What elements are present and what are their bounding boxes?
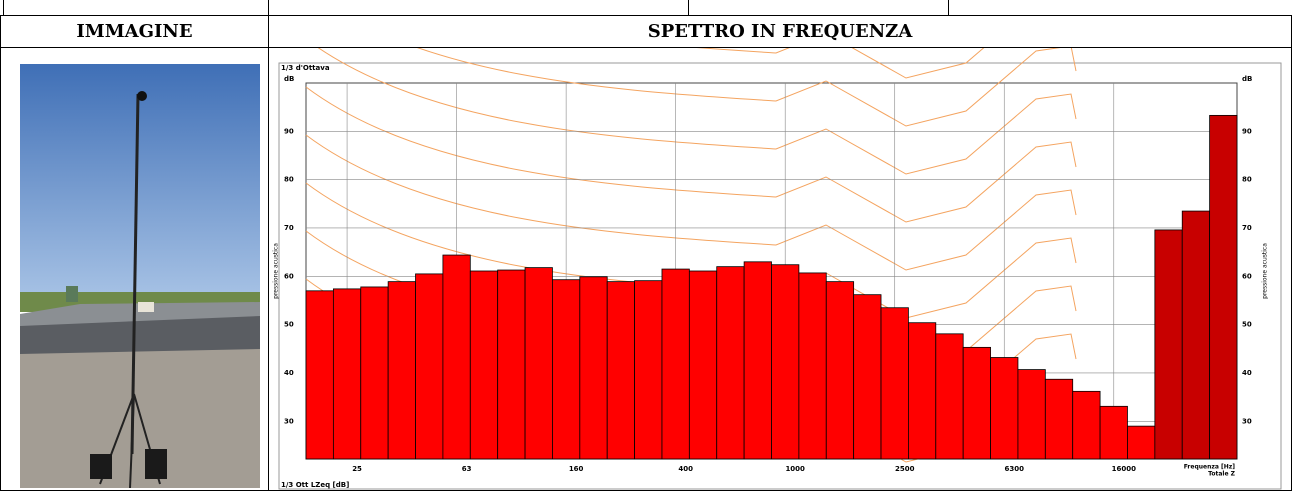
top-cell: [688, 0, 949, 16]
header-cell: IMMAGINE: [0, 15, 269, 48]
y-tick-label: 80: [284, 176, 294, 184]
bar: [880, 307, 909, 460]
y-tick-label: 70: [284, 224, 294, 232]
totals-label: Totale Z: [1208, 471, 1236, 478]
bar: [798, 272, 827, 460]
photo: [20, 64, 260, 488]
header-cell: SPETTRO IN FREQUENZA: [268, 15, 1292, 48]
loudness-contour: [305, 86, 1077, 223]
loudness-contour: [416, 48, 1077, 127]
loudness-contour: [317, 48, 1077, 175]
x-tick-label: 1000: [785, 465, 805, 473]
x-axis-label: Frequenza [Hz]: [1184, 464, 1236, 471]
bar: [1017, 369, 1046, 460]
y-tick-label: 60: [284, 272, 294, 280]
bar: [387, 281, 416, 460]
y2-tick-label: 80: [1242, 176, 1252, 184]
y-tick-label: 30: [284, 417, 294, 425]
bar: [935, 333, 964, 460]
x-tick-label: 160: [569, 465, 584, 473]
y-tick-label: 50: [284, 321, 294, 329]
bar: [771, 264, 800, 460]
bar: [825, 281, 855, 460]
header-text: IMMAGINE: [76, 21, 193, 42]
bar: [606, 281, 635, 460]
bar: [853, 294, 882, 460]
bar: [743, 261, 772, 460]
bar: [1099, 405, 1128, 460]
bar: [688, 270, 718, 460]
y-tick-label: 90: [284, 127, 294, 135]
top-cell: [268, 0, 689, 16]
y2-tick-label: 70: [1242, 224, 1252, 232]
y2-tick-label: 40: [1242, 369, 1252, 377]
bar: [1209, 114, 1238, 460]
x-tick-label: 63: [462, 465, 472, 473]
bar: [1127, 425, 1156, 460]
bar: [497, 269, 526, 460]
y-unit: dB: [284, 75, 294, 83]
top-cell: [948, 0, 1292, 16]
x-tick-label: 6300: [1005, 465, 1025, 473]
x-tick-label: 16000: [1112, 465, 1136, 473]
bar: [1181, 210, 1211, 460]
loudness-contour: [305, 134, 1077, 271]
bar: [908, 322, 937, 460]
bar: [360, 286, 389, 460]
bar: [305, 290, 334, 460]
bar: [1154, 229, 1183, 460]
bar: [1044, 378, 1074, 460]
top-cell: [3, 0, 269, 16]
bar: [1072, 390, 1101, 460]
x-tick-label: 2500: [895, 465, 915, 473]
chart: 1/3 d'Ottava 1/3 Ott LZeq [dB] 30 30 40 40 5…: [273, 48, 1282, 490]
bottom-left-label: 1/3 Ott LZeq [dB]: [281, 481, 349, 489]
y2-unit: dB: [1242, 75, 1252, 83]
bar: [716, 266, 745, 460]
top-left-label: 1/3 d'Ottava: [281, 64, 330, 72]
x-tick-label: 400: [678, 465, 693, 473]
y2-axis-label: pressione acustica: [1262, 243, 1269, 299]
chart-cell: 1/3 d'Ottava 1/3 Ott LZeq [dB] 30 30 40 40 5…: [268, 47, 1292, 491]
bar: [962, 346, 991, 460]
y2-tick-label: 50: [1242, 321, 1252, 329]
image-cell: [0, 47, 269, 491]
bar: [332, 288, 362, 460]
bar: [524, 267, 553, 460]
y-axis-label: pressione acustica: [273, 243, 280, 299]
header-text: SPETTRO IN FREQUENZA: [647, 21, 913, 42]
bar: [990, 357, 1019, 460]
x-tick-label: 25: [352, 465, 362, 473]
y-tick-label: 40: [284, 369, 294, 377]
bar: [661, 268, 690, 460]
y2-tick-label: 90: [1242, 127, 1252, 135]
bar: [579, 276, 608, 460]
bar: [634, 280, 663, 460]
bar: [469, 270, 499, 460]
bar: [442, 254, 471, 460]
bar: [552, 279, 581, 460]
y2-tick-label: 60: [1242, 272, 1252, 280]
y2-tick-label: 30: [1242, 417, 1252, 425]
bar: [415, 273, 444, 460]
